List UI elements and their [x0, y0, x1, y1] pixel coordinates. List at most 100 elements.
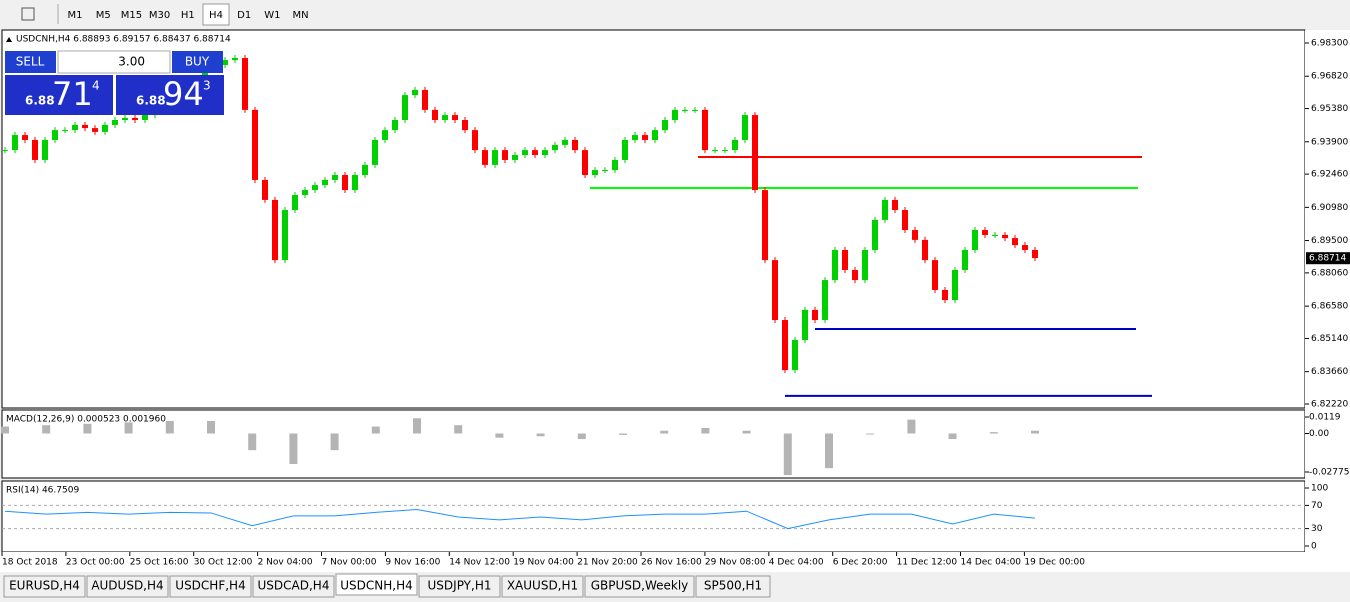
price-axis [1305, 30, 1350, 552]
candle-body [872, 219, 878, 250]
price-label: 6.96820 [1311, 72, 1348, 82]
candle-body [352, 175, 358, 191]
bid-price-box[interactable] [5, 75, 113, 115]
current-price-tag [1306, 252, 1350, 265]
timeframe-button[interactable]: M15 [121, 10, 142, 21]
macd-bar [619, 433, 627, 435]
candle-body [142, 115, 148, 121]
candle-body [362, 164, 368, 176]
candle-body [742, 115, 748, 140]
symbol-tab[interactable] [3, 575, 86, 598]
candle-body [682, 109, 688, 111]
time-label: 19 Nov 04:00 [513, 558, 574, 568]
timeframe-button[interactable]: M5 [96, 10, 111, 21]
timeframe-button[interactable]: W1 [264, 10, 280, 21]
symbol-tab-label[interactable]: EURUSD,H4 [9, 579, 80, 593]
macd-bar [289, 433, 298, 465]
buy-button[interactable] [172, 51, 223, 73]
candle-body [62, 130, 68, 132]
bid-main: 71 [52, 75, 93, 113]
candle-body [702, 109, 708, 151]
macd-bar [577, 433, 586, 440]
candle-body [592, 170, 598, 176]
macd-bar [165, 421, 174, 434]
candle-body [252, 109, 258, 180]
candle-body [722, 150, 728, 152]
bid-small: 4 [92, 79, 100, 93]
price-label: 6.95380 [1311, 104, 1348, 114]
macd-bar [207, 421, 215, 434]
candle-body [482, 150, 488, 165]
macd-bar [495, 433, 504, 438]
crosshair-tool[interactable] [21, 7, 35, 21]
candle-body [552, 144, 558, 151]
ask-price-box[interactable] [116, 75, 224, 115]
candle-body [312, 185, 318, 191]
timeframe-button[interactable]: M30 [149, 10, 170, 21]
candle-body [842, 249, 848, 270]
timeframe-button[interactable]: H1 [181, 10, 195, 21]
timeframe-button[interactable]: M1 [68, 10, 83, 21]
candle-body [1032, 249, 1038, 259]
buy-label[interactable]: BUY [185, 55, 210, 69]
candle-body [242, 58, 248, 110]
timeframe-button[interactable]: D1 [237, 10, 251, 21]
symbol-tab[interactable] [252, 575, 335, 598]
candle-body [1012, 238, 1018, 246]
symbol-tab-label[interactable]: SP500,H1 [704, 579, 762, 593]
symbol-tab[interactable] [695, 575, 771, 598]
macd-bar [907, 419, 916, 434]
symbol-tab-label[interactable]: AUDUSD,H4 [91, 579, 163, 593]
symbol-tab-label[interactable]: USDCAD,H4 [258, 579, 330, 593]
price-label: 6.83660 [1311, 367, 1348, 377]
candle-body [42, 139, 48, 160]
time-label: 30 Oct 12:00 [194, 558, 253, 568]
candle-body [632, 135, 638, 140]
symbol-tab-label[interactable]: USDJPY,H1 [428, 579, 492, 593]
macd-bar [83, 423, 92, 434]
symbol-tab-label[interactable]: USDCHF,H4 [175, 579, 245, 593]
candle-body [282, 210, 288, 261]
symbol-tab[interactable] [335, 573, 418, 596]
candle-body [762, 190, 768, 261]
candle-body [582, 150, 588, 176]
symbol-tab-label[interactable]: USDCNH,H4 [340, 579, 413, 593]
time-label: 18 Oct 2018 [2, 558, 58, 568]
candle-body [572, 139, 578, 151]
candle-body [492, 150, 498, 165]
timeframe-button[interactable]: MN [293, 10, 309, 21]
ask-small: 3 [203, 79, 211, 93]
timeframe-button[interactable]: H4 [209, 10, 223, 21]
symbol-tab-label[interactable]: GBPUSD,Weekly [591, 579, 689, 593]
rsi-tick-label: 30 [1311, 524, 1323, 534]
candle-body [732, 139, 738, 151]
rsi-title: RSI(14) 46.7509 [6, 486, 79, 496]
candle-body [662, 120, 668, 131]
candle-body [92, 128, 98, 132]
ask-main: 94 [163, 75, 204, 113]
symbol-tab[interactable] [501, 575, 584, 598]
symbol-tab[interactable] [584, 575, 695, 598]
time-label: 9 Nov 16:00 [385, 558, 440, 568]
candle-body [302, 190, 308, 195]
candle-body [942, 289, 948, 301]
macd-bar [660, 430, 669, 434]
candle-body [822, 280, 828, 321]
symbol-tab[interactable] [86, 575, 169, 598]
symbol-tab[interactable] [169, 575, 252, 598]
rsi-tick-label: 0 [1311, 542, 1317, 552]
bid-big: 6.88 [25, 94, 55, 108]
sell-label[interactable]: SELL [16, 55, 45, 69]
candle-body [202, 69, 208, 81]
rsi-line [4, 508, 1036, 530]
symbol-tab-label[interactable]: XAUUSD,H1 [507, 579, 578, 593]
sell-button[interactable] [5, 51, 56, 73]
time-label: 14 Dec 04:00 [961, 558, 1022, 568]
symbol-tab[interactable] [418, 575, 501, 598]
candle-body [912, 230, 918, 240]
price-label: 6.92460 [1311, 170, 1348, 180]
macd-bar [701, 427, 710, 434]
volume-value[interactable]: 3.00 [118, 55, 145, 69]
candle-body [1022, 245, 1028, 250]
